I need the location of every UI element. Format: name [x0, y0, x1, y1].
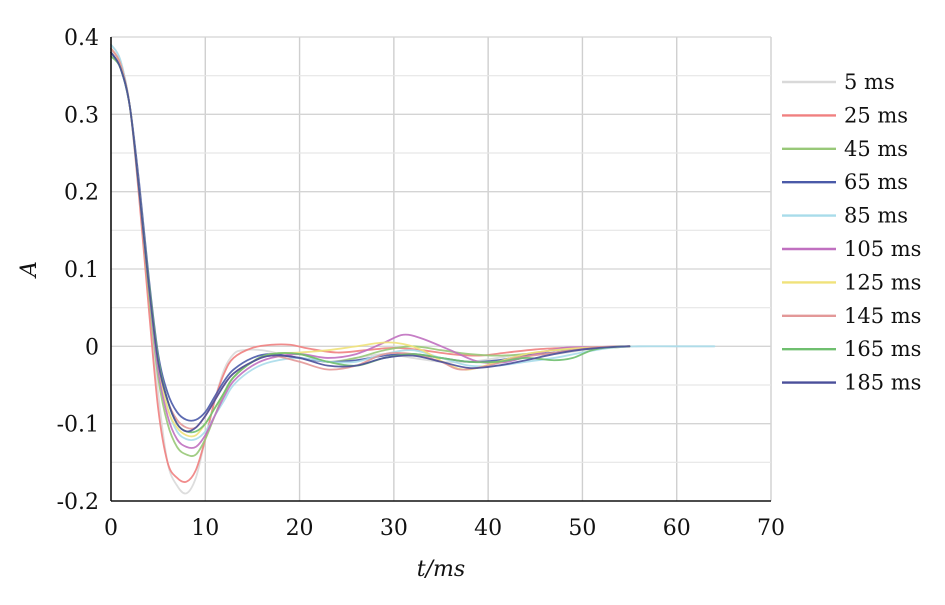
series-line	[110, 51, 631, 422]
x-tick-label: 60	[663, 516, 691, 541]
y-tick-label: -0.1	[57, 413, 99, 438]
x-axis-label: t/ms	[417, 557, 465, 582]
y-tick-label: 0.4	[64, 26, 99, 51]
series-line	[110, 47, 631, 483]
x-tick-label: 0	[104, 516, 118, 541]
series-line	[110, 47, 631, 430]
legend-label: 145 ms	[844, 304, 921, 328]
series-line	[110, 55, 631, 434]
legend-label: 5 ms	[844, 70, 895, 94]
series-line	[110, 51, 631, 433]
legend-label: 105 ms	[844, 237, 921, 261]
series-group	[110, 43, 716, 495]
x-tick-label: 50	[568, 516, 596, 541]
legend-label: 185 ms	[844, 371, 921, 395]
y-tick-label: -0.2	[57, 490, 99, 515]
y-axis-label: A	[17, 261, 42, 279]
legend-label: 125 ms	[844, 270, 921, 294]
legend: 5 ms 25 ms 45 ms 65 ms 85 ms 105 ms 125 ms 145 …	[782, 70, 921, 395]
legend-label: 85 ms	[844, 204, 908, 228]
series-line	[110, 47, 631, 438]
x-tick-label: 40	[474, 516, 502, 541]
legend-label: 65 ms	[844, 170, 908, 194]
grid-lines	[111, 36, 772, 501]
x-tick-label: 20	[286, 516, 314, 541]
series-line	[110, 43, 716, 441]
x-tick-label: 10	[191, 516, 219, 541]
y-tick-label: 0.3	[64, 103, 99, 128]
y-tick-label: 0.1	[64, 258, 99, 283]
tick-labels: 0 10 20 30 40 50 60 70 0.4 0.3 0.2 0.1 0 -0.1 -0.2	[57, 26, 785, 541]
x-tick-label: 30	[380, 516, 408, 541]
legend-label: 45 ms	[844, 137, 908, 161]
y-tick-label: 0	[85, 335, 99, 360]
series-line	[110, 47, 631, 449]
legend-label: 165 ms	[844, 337, 921, 361]
legend-label: 25 ms	[844, 103, 908, 127]
series-line	[110, 51, 631, 457]
x-tick-label: 70	[757, 516, 785, 541]
y-tick-label: 0.2	[64, 181, 99, 206]
axes	[110, 37, 771, 502]
